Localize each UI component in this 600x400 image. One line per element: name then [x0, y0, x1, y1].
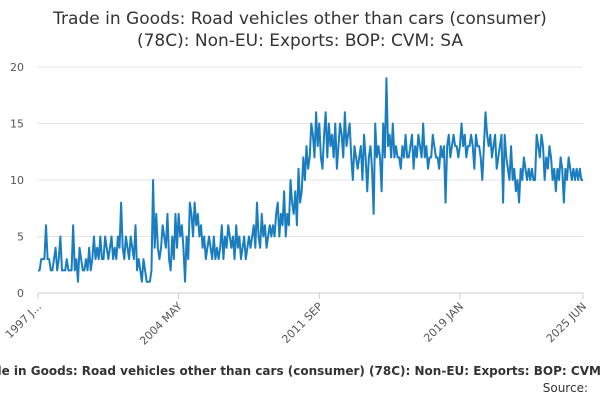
- chart-title: Trade in Goods: Road vehicles other than…: [52, 9, 547, 29]
- y-tick-label: 5: [17, 231, 24, 244]
- y-tick-label: 20: [10, 61, 24, 74]
- y-tick-label: 10: [10, 174, 24, 187]
- x-tick-label: 1997 J...: [3, 300, 44, 341]
- x-tick-label: 2004 MAY: [137, 300, 185, 348]
- chart-title: (78C): Non-EU: Exports: BOP: CVM: SA: [137, 31, 463, 51]
- data-line: [38, 77, 583, 283]
- footer-title: Trade in Goods: Road vehicles other than…: [0, 364, 600, 378]
- source: Source:: [543, 381, 588, 395]
- x-tick-label: 2025 JUN: [544, 300, 589, 345]
- y-tick-label: 15: [10, 118, 24, 131]
- x-tick-label: 2011 SEP: [279, 300, 325, 346]
- x-tick-label: 2019 JAN: [421, 300, 466, 345]
- y-tick-label: 0: [17, 287, 24, 300]
